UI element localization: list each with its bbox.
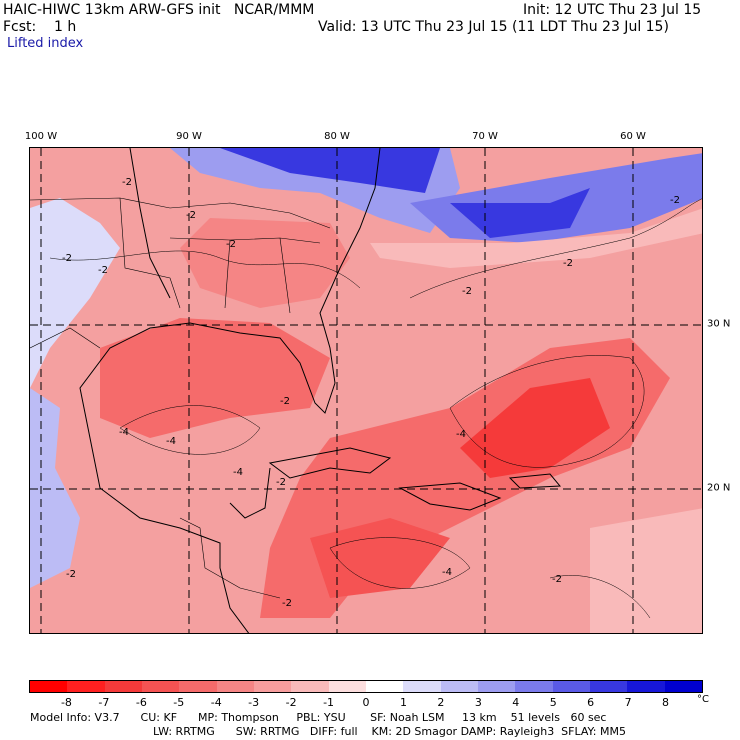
plot-title: HAIC-HIWC 13km ARW-GFS init NCAR/MMM [3, 2, 315, 18]
contour-label: -2 [186, 210, 196, 221]
contour-label: -2 [98, 265, 108, 276]
colorbar-tick-label: 4 [512, 696, 520, 709]
colorbar-swatch [515, 681, 553, 692]
unstable-region-gulf [100, 318, 330, 438]
colorbar-tick-label: -5 [173, 696, 185, 709]
colorbar-tick-label: 7 [624, 696, 632, 709]
forecast-hour: Fcst: 1 h [3, 19, 77, 35]
strong-instability-atlantic [460, 378, 610, 478]
colorbar-tick-label: 3 [474, 696, 482, 709]
colorbar-swatch [104, 681, 142, 692]
colorbar-tick-label: 0 [362, 696, 370, 709]
lon-label-100w: 100 W [24, 131, 58, 142]
colorbar-tick-label: -6 [135, 696, 147, 709]
colorbar-tick-label: -8 [60, 696, 72, 709]
stable-core-atlantic [450, 188, 590, 238]
lat-label-30n: 30 N [707, 318, 731, 330]
colorbar-swatch [403, 681, 441, 692]
political-borders [30, 197, 331, 599]
colorbar-tick-label: 5 [549, 696, 557, 709]
colorbar-swatch [179, 681, 217, 692]
contour-label: -4 [119, 427, 129, 438]
colorbar-tick-label: 8 [662, 696, 670, 709]
colorbar-swatch [216, 681, 254, 692]
lifted-index-map: -2 -2 -2 -2 -2 -2 -2 -2 -4 -4 -4 -4 -2 -… [29, 147, 703, 634]
contour-label: -2 [276, 477, 286, 488]
contour-label: -2 [462, 286, 472, 297]
colorbar-swatch [328, 681, 366, 692]
colorbar-tick-label: 2 [437, 696, 445, 709]
contour-label: -2 [552, 574, 562, 585]
strong-instability-caribbean [310, 518, 450, 598]
stable-region-west [30, 198, 120, 388]
colorbar-swatch [291, 681, 329, 692]
colorbar-swatch [365, 681, 404, 692]
colorbar-swatch [552, 681, 590, 692]
colorbar-swatch [67, 681, 105, 692]
contour-label: -2 [282, 598, 292, 609]
contour-label: -4 [166, 436, 176, 447]
colorbar-tick-label: 1 [399, 696, 407, 709]
stable-region-mexico [30, 388, 80, 588]
model-info-line-2: LW: RRTMG SW: RRTMG DIFF: full KM: 2D Sm… [153, 725, 626, 738]
colorbar-swatch [627, 681, 665, 692]
contour-label: -2 [226, 239, 236, 250]
weak-instability-band [370, 208, 702, 268]
unstable-region-southeast-us [180, 218, 350, 308]
colorbar-swatch [477, 681, 516, 692]
colorbar-tick-label: 6 [587, 696, 595, 709]
colorbar-tick-label: -4 [210, 696, 222, 709]
colorbar-tick-label: -7 [98, 696, 110, 709]
colorbar-swatch [589, 681, 628, 692]
contour-label: -2 [670, 195, 680, 206]
lon-label-90w: 90 W [176, 131, 202, 142]
colorbar-swatch [440, 681, 478, 692]
contour-label: -2 [122, 177, 132, 188]
contour-label: -4 [442, 567, 452, 578]
colorbar-swatch [664, 681, 702, 692]
contour-label: -4 [233, 467, 243, 478]
lon-label-60w: 60 W [620, 131, 646, 142]
contour-label: -2 [66, 569, 76, 580]
field-name: Lifted index [7, 36, 84, 51]
contour-lines [49, 198, 702, 619]
weak-instability-southeast [590, 508, 702, 633]
colorbar-swatch [30, 681, 68, 692]
colorbar-swatch [141, 681, 180, 692]
lon-label-70w: 70 W [472, 131, 498, 142]
lon-label-80w: 80 W [324, 131, 350, 142]
valid-time: Valid: 13 UTC Thu 23 Jul 15 (11 LDT Thu … [318, 19, 669, 35]
contour-label: -2 [280, 396, 290, 407]
colorbar-tick-label: -3 [248, 696, 260, 709]
contour-label: -2 [563, 258, 573, 269]
colorbar-swatch [253, 681, 292, 692]
colorbar-tick-label: -2 [285, 696, 297, 709]
model-info-line-1: Model Info: V3.7 CU: KF MP: Thompson PBL… [30, 711, 607, 724]
colorbar [29, 680, 703, 693]
contour-label-group: -2 -2 -2 -2 -2 -2 -2 -2 -4 -4 -4 -4 -2 -… [62, 177, 680, 609]
init-time: Init: 12 UTC Thu 23 Jul 15 [523, 2, 702, 18]
map-canvas: -2 -2 -2 -2 -2 -2 -2 -2 -4 -4 -4 -4 -2 -… [30, 148, 702, 633]
colorbar-tick-label: -1 [323, 696, 335, 709]
stable-core-north [220, 148, 440, 193]
contour-label: -2 [62, 253, 72, 264]
contour-label: -4 [456, 429, 466, 440]
coastlines [79, 148, 562, 633]
colorbar-unit: °C [697, 694, 709, 705]
lat-lon-grid [30, 148, 702, 633]
lat-label-20n: 20 N [707, 482, 731, 494]
